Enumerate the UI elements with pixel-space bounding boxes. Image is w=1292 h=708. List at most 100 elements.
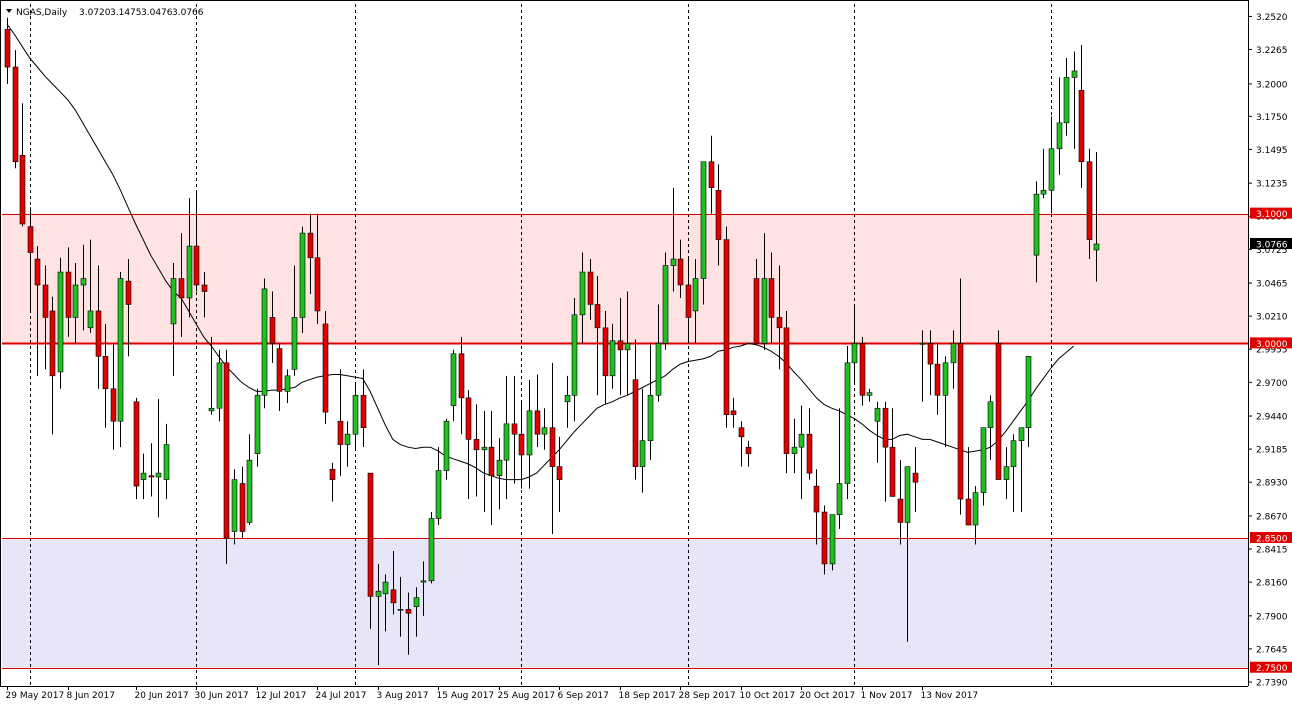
candle-body	[178, 278, 185, 299]
current-price-tag[interactable]	[1250, 237, 1292, 249]
candle-body	[382, 581, 389, 595]
candle-body	[912, 472, 919, 483]
candle	[647, 343, 654, 461]
candle-body	[1093, 243, 1100, 251]
time-tick-label: 18 Sep 2017	[619, 691, 676, 701]
candle	[155, 399, 162, 518]
candle	[360, 369, 367, 448]
candle-body	[715, 189, 722, 240]
price-tick-label: 3.0210	[1256, 313, 1288, 323]
candle	[602, 310, 609, 405]
candle	[753, 259, 760, 344]
candle	[587, 259, 594, 321]
open-value: 3.0720	[79, 8, 111, 18]
price-tick-label: 2.9700	[1256, 379, 1288, 389]
level-price-tag[interactable]	[1250, 531, 1292, 543]
candle-body	[223, 362, 230, 539]
candle-body	[882, 407, 889, 448]
candle	[216, 349, 223, 422]
time-axis[interactable]: 29 May 2017 8 Jun 2017 20 Jun 2017 30 Jun 2…	[0, 0, 1248, 701]
candle-body	[503, 423, 510, 461]
candle-body	[110, 388, 117, 422]
candle	[488, 410, 495, 526]
candle-body	[571, 314, 578, 396]
candle-body	[662, 265, 669, 344]
level-price-tag[interactable]	[1250, 337, 1292, 349]
candle-body	[95, 310, 102, 357]
candle-body	[776, 317, 783, 329]
candle-body	[934, 363, 941, 396]
price-tick-label: 3.0465	[1256, 280, 1288, 290]
candle	[80, 244, 87, 331]
candle	[1048, 116, 1055, 214]
candle-body	[639, 440, 646, 467]
candle-body	[579, 271, 586, 316]
candle-body	[965, 498, 972, 526]
candle	[428, 512, 435, 584]
candle-body	[647, 394, 654, 441]
price-tick-label: 2.9440	[1256, 413, 1288, 423]
candle	[473, 404, 480, 497]
candle	[397, 576, 404, 637]
candle	[821, 505, 828, 575]
candle-body	[1078, 90, 1085, 163]
low-value: 3.0476	[141, 8, 173, 18]
candle-body	[261, 288, 268, 396]
candle-body	[322, 323, 329, 413]
candle	[511, 375, 518, 484]
price-tick-label: 2.7645	[1256, 645, 1288, 655]
candle	[4, 17, 11, 84]
level-price-tag[interactable]	[1250, 661, 1292, 673]
candle	[912, 447, 919, 513]
dropdown-triangle-icon[interactable]	[6, 9, 12, 13]
time-tick-label: 8 Jun 2017	[67, 691, 115, 701]
candle	[435, 447, 442, 526]
candle-body	[117, 278, 124, 422]
candle	[481, 410, 488, 513]
candle	[859, 336, 866, 406]
candle-body	[624, 343, 631, 351]
candle-body	[352, 394, 359, 435]
candle	[223, 349, 230, 564]
candle	[768, 252, 775, 344]
candle	[518, 401, 525, 489]
candle	[950, 330, 957, 389]
candle-body	[1018, 427, 1025, 441]
candle	[919, 330, 926, 402]
candle	[541, 408, 548, 450]
candle-body	[344, 433, 351, 445]
candle	[1071, 51, 1078, 149]
candle	[730, 397, 737, 428]
candle	[534, 374, 541, 448]
candle-body	[216, 362, 223, 409]
candle-body	[133, 401, 140, 487]
candle-body	[80, 278, 87, 286]
candle-body	[329, 468, 336, 480]
candle-body	[186, 245, 193, 299]
candle-body	[254, 394, 261, 454]
candle	[882, 401, 889, 502]
candle	[390, 550, 397, 615]
close-value: 3.0766	[172, 8, 204, 18]
level-price-tag[interactable]	[1250, 207, 1292, 219]
candle	[987, 395, 994, 461]
moving-average-layer	[6, 23, 1075, 481]
candle	[125, 259, 132, 357]
candle	[284, 369, 291, 404]
candle	[897, 460, 904, 545]
candle	[889, 408, 896, 497]
candle	[549, 362, 556, 535]
candle	[738, 421, 745, 467]
candle-body	[927, 343, 934, 365]
price-axis[interactable]: 3.25203.22653.20003.17503.14953.12353.09…	[1248, 0, 1292, 689]
candle-body	[1033, 193, 1040, 256]
candle-body	[813, 485, 820, 513]
candle	[1025, 356, 1032, 448]
candle	[639, 388, 646, 493]
candle-body	[950, 343, 957, 364]
candle-body	[889, 446, 896, 497]
candle-body	[655, 343, 662, 396]
price-tick-label: 3.1750	[1256, 113, 1288, 123]
candle	[170, 262, 177, 376]
